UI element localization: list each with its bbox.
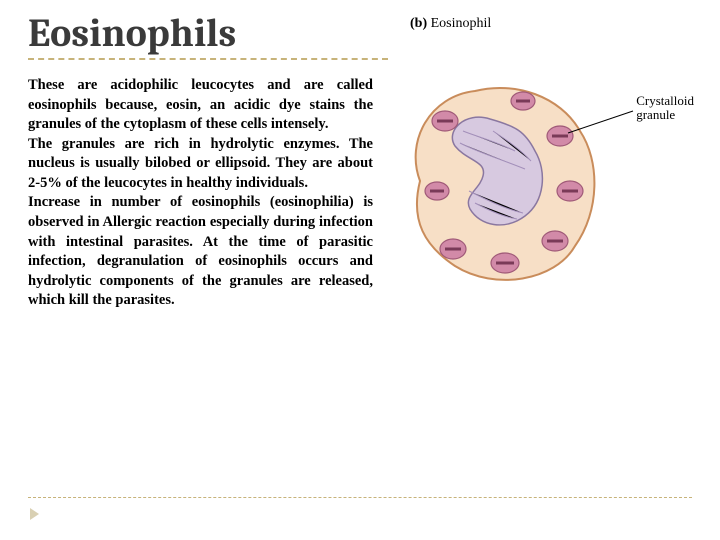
figure-caption-label: Eosinophil (431, 16, 492, 31)
granule (425, 182, 449, 200)
figure-annotation: Crystalloidgranule (636, 94, 694, 123)
granule (557, 181, 583, 201)
figure-caption: (b) Eosinophil (410, 16, 491, 32)
granule (440, 239, 466, 259)
content-row: These are acidophilic leucocytes and are… (28, 76, 692, 416)
slide: Eosinophils These are acidophilic leucoc… (0, 0, 720, 540)
granule (547, 126, 573, 146)
granule (432, 111, 458, 131)
figure-caption-prefix: (b) (410, 16, 427, 31)
eosinophil-diagram (375, 41, 655, 341)
granule (491, 253, 519, 273)
body-paragraph: These are acidophilic leucocytes and are… (28, 76, 373, 311)
title-divider (28, 58, 388, 60)
leader-line (568, 111, 633, 133)
slide-arrow-icon (30, 508, 39, 520)
granule (542, 231, 568, 251)
eosinophil-figure: (b) Eosinophil (385, 76, 692, 416)
granule (511, 92, 535, 110)
bottom-divider (28, 497, 692, 498)
